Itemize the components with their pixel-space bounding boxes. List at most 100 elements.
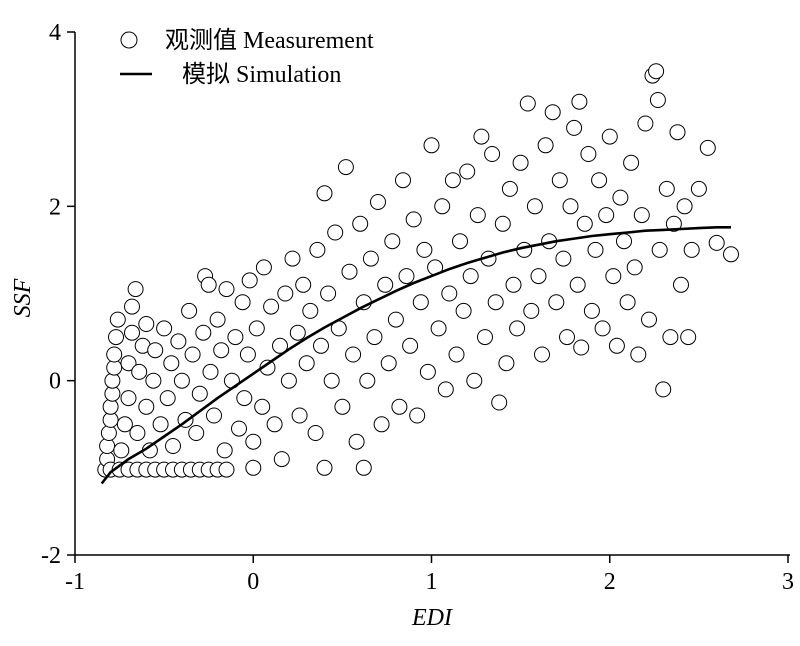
legend-measurement-label: 观测值 Measurement bbox=[165, 27, 374, 54]
measurement-point bbox=[291, 407, 308, 424]
measurement-point bbox=[619, 294, 636, 311]
measurement-point bbox=[673, 276, 689, 293]
measurement-point bbox=[255, 259, 272, 276]
measurement-point bbox=[241, 272, 258, 289]
measurement-point bbox=[218, 461, 235, 478]
measurement-point bbox=[248, 320, 265, 337]
measurement-point bbox=[173, 372, 190, 389]
measurement-point bbox=[398, 268, 415, 285]
measurement-point bbox=[289, 324, 306, 341]
measurement-point bbox=[530, 268, 547, 285]
x-tick-label: 0 bbox=[247, 569, 259, 595]
measurement-point bbox=[341, 263, 358, 280]
measurement-point bbox=[559, 329, 575, 346]
x-tick-label: 2 bbox=[604, 569, 616, 595]
measurement-point bbox=[120, 355, 137, 372]
measurement-point bbox=[548, 294, 565, 311]
measurement-point bbox=[170, 333, 187, 350]
measurement-point bbox=[409, 407, 426, 424]
measurement-point bbox=[391, 398, 408, 415]
measurement-point bbox=[690, 180, 707, 197]
measurement-point bbox=[138, 316, 155, 332]
measurement-point bbox=[159, 390, 176, 407]
measurement-point bbox=[562, 198, 579, 215]
measurement-point bbox=[100, 425, 117, 441]
measurement-point bbox=[266, 416, 283, 433]
measurement-point bbox=[213, 342, 230, 359]
measurement-point bbox=[366, 329, 383, 346]
measurement-point bbox=[124, 324, 140, 341]
measurement-point bbox=[444, 172, 461, 189]
measurement-point bbox=[569, 276, 586, 293]
measurement-point bbox=[104, 372, 121, 389]
measurement-point bbox=[662, 329, 679, 346]
measurement-point bbox=[648, 63, 665, 80]
measurement-point bbox=[298, 355, 315, 372]
measurement-point bbox=[519, 95, 536, 112]
measurement-point bbox=[669, 124, 686, 141]
measurement-point bbox=[195, 324, 212, 341]
measurement-point bbox=[109, 311, 126, 328]
measurement-point bbox=[239, 346, 256, 363]
measurement-point bbox=[455, 302, 472, 319]
measurement-point bbox=[658, 180, 675, 197]
measurement-point bbox=[181, 302, 198, 319]
measurement-point bbox=[359, 372, 376, 389]
measurement-point bbox=[206, 407, 222, 424]
measurement-point bbox=[165, 438, 181, 454]
measurement-point bbox=[156, 320, 173, 337]
measurement-point bbox=[430, 320, 447, 337]
measurement-point bbox=[676, 198, 693, 215]
measurement-point bbox=[591, 172, 608, 189]
measurement-point bbox=[273, 451, 290, 468]
measurement-point bbox=[131, 363, 148, 380]
measurement-point bbox=[416, 241, 433, 258]
measurement-point bbox=[680, 329, 697, 346]
measurement-point bbox=[608, 337, 625, 354]
measurement-point bbox=[723, 246, 739, 263]
measurement-point bbox=[544, 104, 561, 121]
measurement-point bbox=[316, 185, 333, 202]
measurement-point bbox=[598, 207, 615, 224]
measurement-point bbox=[152, 416, 169, 433]
measurement-point bbox=[434, 198, 451, 215]
x-axis-title: EDI bbox=[411, 605, 453, 631]
measurement-point bbox=[227, 329, 244, 346]
measurement-point bbox=[313, 337, 329, 354]
measurement-point bbox=[106, 346, 123, 363]
measurement-point bbox=[626, 259, 643, 276]
measurement-point bbox=[612, 189, 629, 206]
measurement-point bbox=[494, 215, 511, 232]
measurement-point bbox=[405, 211, 422, 228]
measurement-point bbox=[498, 355, 515, 372]
measurement-point bbox=[124, 298, 140, 315]
measurement-point bbox=[116, 416, 133, 433]
measurement-point bbox=[127, 281, 144, 298]
measurement-point bbox=[320, 285, 337, 302]
measurement-point bbox=[555, 250, 572, 267]
measurement-point bbox=[380, 355, 397, 372]
measurement-point bbox=[699, 139, 716, 156]
measurement-point bbox=[526, 198, 543, 215]
measurement-point bbox=[263, 298, 280, 315]
measurement-points bbox=[97, 63, 739, 478]
measurement-point bbox=[309, 241, 326, 258]
measurement-point bbox=[477, 329, 493, 346]
measurement-point bbox=[576, 215, 593, 232]
measurement-point bbox=[423, 137, 440, 154]
measurement-point bbox=[163, 355, 180, 372]
measurement-point bbox=[280, 372, 297, 389]
measurement-point bbox=[441, 285, 458, 302]
measurement-point bbox=[469, 207, 486, 224]
measurement-point bbox=[254, 398, 271, 415]
measurement-point bbox=[302, 302, 319, 319]
measurement-point bbox=[655, 381, 672, 398]
legend-simulation-label: 模拟 Simulation bbox=[182, 61, 341, 88]
measurement-point bbox=[437, 381, 454, 398]
measurement-point bbox=[641, 311, 657, 328]
measurement-point bbox=[501, 180, 518, 197]
measurement-point bbox=[505, 276, 522, 293]
measurement-point bbox=[384, 233, 401, 250]
measurement-point bbox=[402, 337, 419, 354]
measurement-point bbox=[145, 372, 162, 389]
